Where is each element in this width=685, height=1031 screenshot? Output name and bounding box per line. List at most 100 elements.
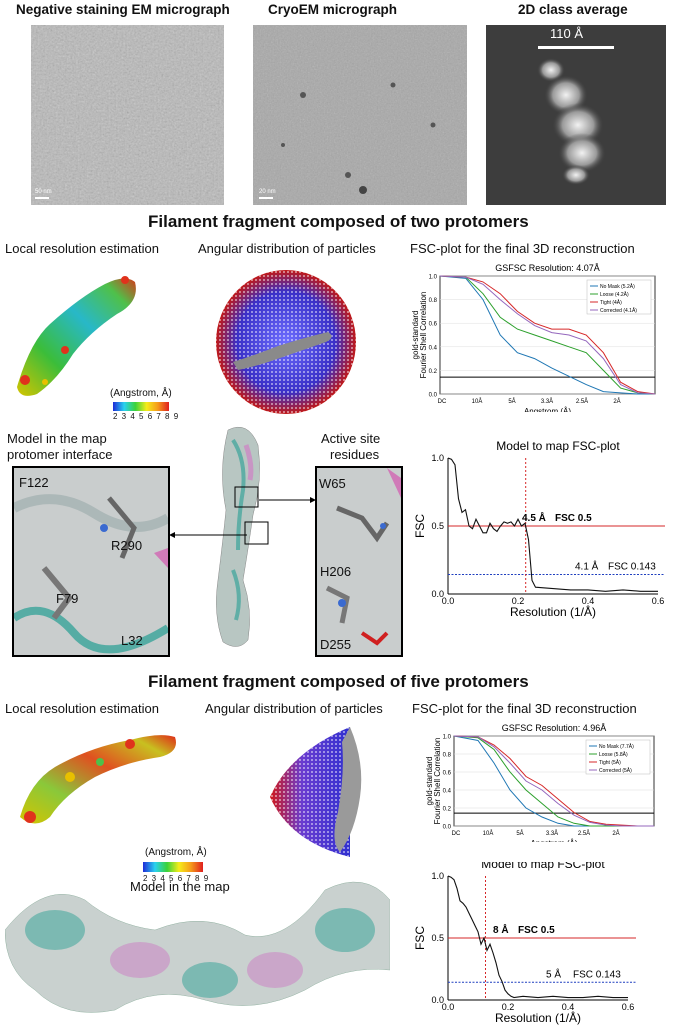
negative-staining-micrograph: 50 nm [31, 25, 224, 205]
annot-fsc-0143: FSC 0.143 [573, 969, 621, 980]
x-tick-label: 0.4 [582, 596, 595, 606]
s1-local-res-label: Local resolution estimation [5, 241, 159, 256]
s1-protomer-interface-label: protomer interface [7, 447, 113, 462]
chart-title: Model to map FSC-plot [481, 862, 605, 871]
y-tick-label: 0.4 [443, 789, 452, 795]
s2-angular-label: Angular distribution of particles [205, 701, 383, 716]
s1-angular-label: Angular distribution of particles [198, 241, 376, 256]
series-line-3 [439, 275, 656, 395]
series-line-2 [439, 275, 656, 395]
x-tick-label: 3.3Å [546, 830, 558, 837]
residue-h206: H206 [320, 564, 352, 579]
s1-colorbar [113, 402, 169, 411]
x-tick-label: 0.0 [442, 596, 455, 606]
annot-res-0143: 4.1 Å [575, 560, 599, 573]
s1-gsfsc-chart: GSFSC Resolution: 4.07Å 0.0 0.2 0.4 0.6 0.8 1.… [410, 262, 660, 416]
s2-fsc-label: FSC-plot for the final 3D reconstruction [412, 701, 637, 716]
s1-colorbar-label: (Angstrom, Å) [110, 388, 172, 399]
negative-staining-title: Negative staining EM micrograph [16, 2, 230, 17]
series-line-0 [439, 275, 655, 395]
s2-colorbar [143, 862, 203, 872]
x-tick-label: 0.0 [442, 1002, 455, 1012]
x-tick-label: 2Å [613, 398, 620, 405]
x-tick-label: 2Å [612, 830, 619, 837]
x-axis-label: Angstrom (Å) [524, 407, 571, 412]
y-tick-label: 0.5 [431, 521, 444, 531]
s2-colorbar-ticks: 2 3 4 5 6 7 8 9 [143, 874, 210, 883]
x-tick-label: 5Å [516, 830, 523, 837]
s1-angular-distribution [198, 262, 373, 420]
y-tick-label: 0.8 [429, 298, 438, 304]
neg-scale-label: 50 nm [35, 189, 52, 195]
s2-model-in-map-image [5, 870, 390, 1020]
annot-res-0143: 5 Å [546, 967, 561, 980]
y-tick-label: 0.0 [443, 825, 452, 831]
series-line-3 [453, 735, 654, 827]
s2-local-res-label: Local resolution estimation [5, 701, 159, 716]
y-axis-label-1: gold-standard [411, 311, 420, 360]
legend-entry: Tight (5Å) [599, 759, 621, 766]
s1-interface-zoom: F122 R290 F79 L32 [12, 466, 170, 657]
y-tick-label: 0.6 [429, 322, 438, 328]
cryo-scale-label: 20 nm [259, 189, 276, 195]
residue-f122: F122 [19, 475, 49, 490]
y-tick-label: 0.0 [429, 393, 438, 399]
cryoem-micrograph: 20 nm [253, 25, 467, 205]
annot-fsc-05: FSC 0.5 [518, 925, 555, 936]
y-tick-label: 1.0 [443, 735, 452, 741]
chart-title: GSFSC Resolution: 4.96Å [502, 723, 607, 733]
legend-entry: Loose (4.2Å) [600, 291, 629, 298]
y-tick-label: 1.0 [431, 871, 444, 881]
legend-entry: No Mask (5.2Å) [600, 283, 635, 290]
x-tick-label: 2.5Å [578, 830, 590, 837]
s1-model-map-fsc-chart: Model to map FSC-plot 0.0 0.5 1.0 0.0 0.2 0.4 0… [410, 432, 666, 662]
x-axis-label: Resolution (1/Å) [510, 604, 596, 619]
fsc-curve [447, 457, 658, 592]
x-tick-label: 2.5Å [576, 398, 588, 405]
series-line-2 [453, 735, 654, 827]
x-tick-label: 0.4 [562, 1002, 575, 1012]
x-axis-label: Angstrom (Å) [530, 839, 577, 842]
y-axis-label: FSC [413, 514, 427, 538]
x-tick-label: 10Å [483, 830, 494, 837]
annot-res-05: 4.5 Å [522, 511, 546, 524]
s1-colorbar-ticks: 2 3 4 5 6 7 8 9 [113, 412, 180, 421]
legend-entry: Corrected (4.1Å) [600, 307, 637, 314]
s2-local-resolution-map [10, 722, 190, 837]
x-tick-label: DC [452, 831, 461, 837]
y-tick-label: 1.0 [429, 275, 438, 281]
x-tick-label: DC [438, 399, 447, 405]
series-line-1 [439, 275, 656, 395]
x-tick-label: 3.3Å [541, 398, 553, 405]
x-tick-label: 0.2 [512, 596, 525, 606]
s1-model-in-map-label: Model in the map [7, 431, 107, 446]
s1-residues-label: residues [330, 447, 380, 462]
residue-r290: R290 [111, 538, 143, 553]
residue-w65: W65 [319, 476, 346, 491]
fsc-curve [447, 875, 628, 999]
y-axis-label-2: Fourier Shell Correlation [419, 292, 428, 379]
annot-res-05: 8 Å [493, 923, 509, 936]
s1-fsc-label: FSC-plot for the final 3D reconstruction [410, 241, 635, 256]
residue-l32: L32 [121, 633, 143, 648]
y-tick-label: 1.0 [431, 453, 444, 463]
annot-fsc-05: FSC 0.5 [555, 513, 592, 524]
x-tick-label: 0.6 [652, 596, 665, 606]
y-tick-label: 0.0 [431, 589, 444, 599]
s1-active-site-zoom: W65 H206 D255 [315, 466, 403, 657]
annot-fsc-0143: FSC 0.143 [608, 562, 656, 573]
s1-local-resolution-map [5, 262, 190, 422]
section2-title: Filament fragment composed of five proto… [148, 672, 529, 691]
legend-entry: Tight (4Å) [600, 299, 622, 306]
y-axis-label: FSC [413, 926, 427, 950]
s2-model-in-map-label: Model in the map [130, 879, 230, 894]
chart-title: GSFSC Resolution: 4.07Å [495, 263, 600, 273]
s2-angular-distribution [250, 722, 390, 862]
cryoem-title: CryoEM micrograph [268, 2, 398, 17]
residue-d255: D255 [320, 637, 352, 652]
x-tick-label: 10Å [472, 398, 483, 405]
y-tick-label: 0.4 [429, 345, 438, 351]
class-average-image: 110 Å [486, 25, 666, 205]
y-axis-label-2: Fourier Shell Correlation [433, 738, 442, 825]
s2-model-map-fsc-chart: Model to map FSC-plot 0.0 0.5 1.0 0.0 0.2 0.4 0… [410, 857, 665, 1026]
